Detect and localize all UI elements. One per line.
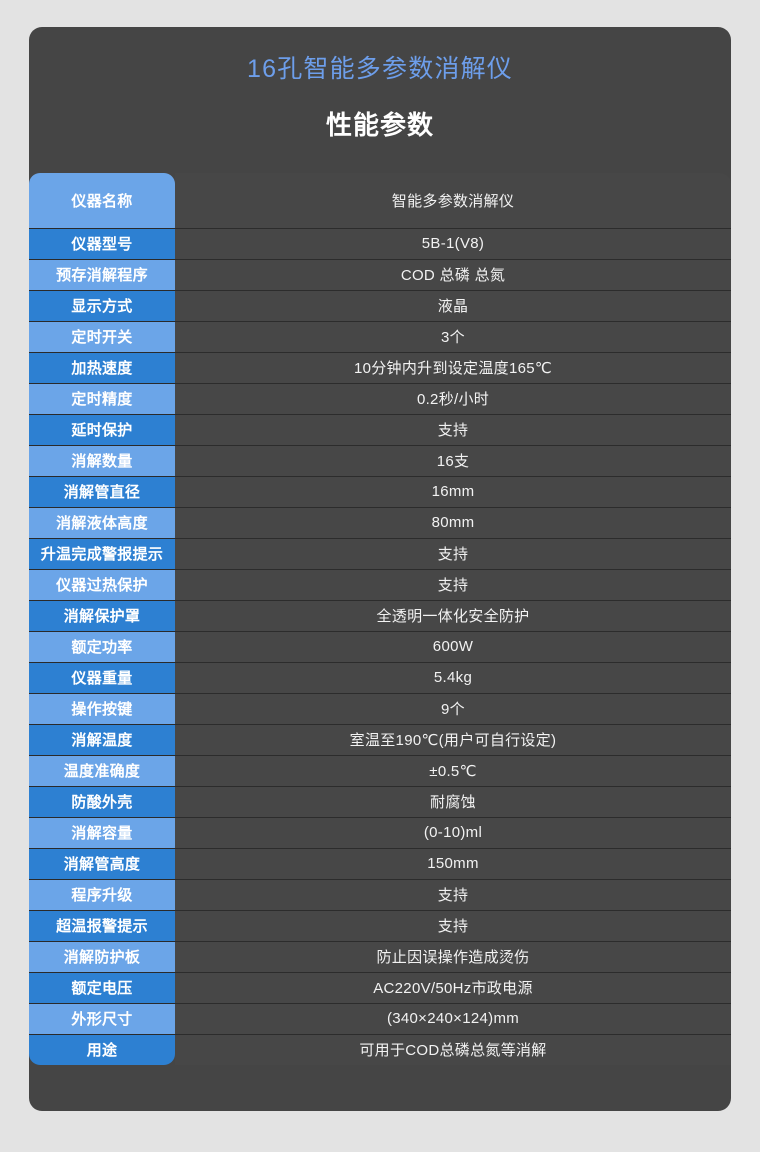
- spec-value-cell: 支持: [175, 569, 731, 601]
- table-row: 加热速度 10分钟内升到设定温度165℃: [29, 352, 731, 384]
- table-row: 消解液体高度 80mm: [29, 507, 731, 539]
- spec-value-cell: 可用于COD总磷总氮等消解: [175, 1034, 731, 1065]
- spec-value-cell: 3个: [175, 321, 731, 353]
- spec-label-cell: 预存消解程序: [29, 259, 175, 291]
- table-row: 显示方式 液晶: [29, 290, 731, 322]
- section-title: 性能参数: [325, 110, 434, 140]
- card-header: 16孔智能多参数消解仪 性能参数: [29, 27, 731, 141]
- spec-value-cell: (340×240×124)mm: [175, 1003, 731, 1035]
- spec-table-body: 仪器名称 智能多参数消解仪 仪器型号 5B-1(V8) 预存消解程序 COD 总磷 总氮显…: [29, 173, 731, 1065]
- spec-label-cell: 额定功率: [29, 631, 175, 663]
- spec-value-cell: 液晶: [175, 290, 731, 322]
- spec-value-cell: 5.4kg: [175, 662, 731, 694]
- spec-value-cell: 支持: [175, 414, 731, 446]
- spec-label-cell: 操作按键: [29, 693, 175, 725]
- table-row: 定时精度 0.2秒/小时: [29, 383, 731, 415]
- spec-value-cell: 耐腐蚀: [175, 786, 731, 818]
- spec-label-cell: 消解容量: [29, 817, 175, 849]
- spec-label-cell: 消解数量: [29, 445, 175, 477]
- spec-label-cell: 温度准确度: [29, 755, 175, 787]
- specification-table: 仪器名称 智能多参数消解仪 仪器型号 5B-1(V8) 预存消解程序 COD 总磷 总氮显…: [29, 173, 731, 1065]
- spec-value-cell: 全透明一体化安全防护: [175, 600, 731, 632]
- product-title: 16孔智能多参数消解仪: [246, 55, 513, 83]
- spec-label-cell: 超温报警提示: [29, 910, 175, 942]
- spec-value-cell: 80mm: [175, 507, 731, 539]
- spec-value-cell: 防止因误操作造成烫伤: [175, 941, 731, 973]
- table-row: 定时开关 3个: [29, 321, 731, 353]
- table-row: 消解防护板 防止因误操作造成烫伤: [29, 941, 731, 973]
- table-row: 仪器过热保护 支持: [29, 569, 731, 601]
- spec-label-cell: 消解管高度: [29, 848, 175, 880]
- spec-label-cell: 用途: [29, 1034, 175, 1065]
- table-row: 仪器型号 5B-1(V8): [29, 228, 731, 260]
- spec-value-cell: 150mm: [175, 848, 731, 880]
- spec-value-cell: 0.2秒/小时: [175, 383, 731, 415]
- spec-value-cell: 室温至190℃(用户可自行设定): [175, 724, 731, 756]
- table-row: 温度准确度 ±0.5℃: [29, 755, 731, 787]
- spec-value-cell: 9个: [175, 693, 731, 725]
- spec-value-cell: AC220V/50Hz市政电源: [175, 972, 731, 1004]
- spec-value-cell: 600W: [175, 631, 731, 663]
- table-row: 延时保护 支持: [29, 414, 731, 446]
- spec-value-cell: 智能多参数消解仪: [175, 173, 731, 229]
- spec-label-cell: 仪器重量: [29, 662, 175, 694]
- table-row: 消解管直径 16mm: [29, 476, 731, 508]
- spec-label-cell: 定时开关: [29, 321, 175, 353]
- spec-card: 16孔智能多参数消解仪 性能参数 仪器名称 智能多参数消解仪 仪器型号 5B-1(V8…: [29, 27, 731, 1111]
- spec-value-cell: COD 总磷 总氮: [175, 259, 731, 291]
- table-row: 仪器重量 5.4kg: [29, 662, 731, 694]
- spec-value-cell: 支持: [175, 879, 731, 911]
- spec-label-cell: 消解防护板: [29, 941, 175, 973]
- spec-label-cell: 升温完成警报提示: [29, 538, 175, 570]
- spec-label-cell: 显示方式: [29, 290, 175, 322]
- table-row: 消解温度 室温至190℃(用户可自行设定): [29, 724, 731, 756]
- spec-label-cell: 延时保护: [29, 414, 175, 446]
- spec-label-cell: 仪器过热保护: [29, 569, 175, 601]
- spec-value-cell: 10分钟内升到设定温度165℃: [175, 352, 731, 384]
- table-row: 程序升级 支持: [29, 879, 731, 911]
- spec-label-cell: 消解温度: [29, 724, 175, 756]
- table-row: 预存消解程序 COD 总磷 总氮: [29, 259, 731, 291]
- spec-value-cell: 16mm: [175, 476, 731, 508]
- spec-label-cell: 消解液体高度: [29, 507, 175, 539]
- spec-label-cell: 外形尺寸: [29, 1003, 175, 1035]
- table-row: 额定功率 600W: [29, 631, 731, 663]
- spec-value-cell: (0-10)ml: [175, 817, 731, 849]
- table-row: 超温报警提示 支持: [29, 910, 731, 942]
- table-row: 消解容量 (0-10)ml: [29, 817, 731, 849]
- spec-label-cell: 额定电压: [29, 972, 175, 1004]
- spec-value-cell: 5B-1(V8): [175, 228, 731, 260]
- spec-value-cell: 支持: [175, 910, 731, 942]
- spec-value-cell: 支持: [175, 538, 731, 570]
- table-row: 外形尺寸 (340×240×124)mm: [29, 1003, 731, 1035]
- table-row: 额定电压 AC220V/50Hz市政电源: [29, 972, 731, 1004]
- spec-label-cell: 消解管直径: [29, 476, 175, 508]
- table-row: 操作按键 9个: [29, 693, 731, 725]
- spec-label-cell: 防酸外壳: [29, 786, 175, 818]
- spec-value-cell: ±0.5℃: [175, 755, 731, 787]
- spec-label-cell: 加热速度: [29, 352, 175, 384]
- spec-label-cell: 仪器型号: [29, 228, 175, 260]
- table-row: 升温完成警报提示 支持: [29, 538, 731, 570]
- table-row: 消解保护罩 全透明一体化安全防护: [29, 600, 731, 632]
- table-row: 消解管高度 150mm: [29, 848, 731, 880]
- spec-label-cell: 定时精度: [29, 383, 175, 415]
- spec-label-cell: 程序升级: [29, 879, 175, 911]
- table-row: 用途 可用于COD总磷总氮等消解: [29, 1034, 731, 1065]
- table-row: 仪器名称 智能多参数消解仪: [29, 173, 731, 229]
- table-row: 防酸外壳 耐腐蚀: [29, 786, 731, 818]
- table-row: 消解数量 16支: [29, 445, 731, 477]
- spec-value-cell: 16支: [175, 445, 731, 477]
- spec-label-cell: 仪器名称: [29, 173, 175, 229]
- spec-label-cell: 消解保护罩: [29, 600, 175, 632]
